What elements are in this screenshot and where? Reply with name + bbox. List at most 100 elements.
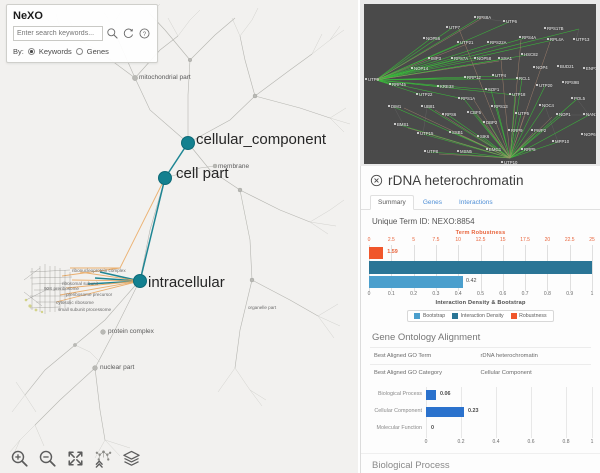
ontology-tree-panel[interactable]: cellular_component cell part intracellul… — [0, 0, 358, 473]
gene-node[interactable] — [388, 105, 390, 107]
gene-node[interactable] — [498, 57, 500, 59]
robustness-legend: Bootstrap Interaction Density Robustness — [407, 310, 554, 322]
tree-node-intracellular[interactable] — [133, 274, 147, 288]
robustness-plot-area: 1.59 0.42 — [369, 245, 593, 291]
bottom-tick: 0.5 — [477, 291, 484, 297]
gene-node[interactable] — [503, 20, 505, 22]
unique-term-id: Unique Term ID: NEXO:8854 — [372, 217, 475, 226]
gene-node[interactable] — [491, 105, 493, 107]
gene-node[interactable] — [485, 88, 487, 90]
gene-node[interactable] — [446, 26, 448, 28]
gene-node[interactable] — [581, 133, 583, 135]
search-input[interactable] — [13, 26, 103, 41]
go-value-molecular-function: 0 — [431, 425, 434, 431]
gene-node[interactable] — [519, 36, 521, 38]
gene-node[interactable] — [557, 65, 559, 67]
top-tick: 22.5 — [564, 237, 575, 243]
collapse-icon[interactable] — [94, 449, 113, 468]
zoom-out-icon[interactable] — [38, 449, 57, 468]
tree-node-cellular-component[interactable] — [181, 136, 195, 150]
gene-node[interactable] — [516, 77, 518, 79]
gene-node[interactable] — [509, 93, 511, 95]
gene-node[interactable] — [562, 81, 564, 83]
gene-node[interactable] — [474, 57, 476, 59]
gene-node[interactable] — [428, 57, 430, 59]
gene-node[interactable] — [533, 66, 535, 68]
bar-robustness-value: 1.59 — [387, 249, 398, 255]
gene-node[interactable] — [457, 150, 459, 152]
gene-node[interactable] — [474, 16, 476, 18]
gene-network-panel[interactable]: UTP9 RPS8A UTP6 UTP7 RPS17B NOP56 UTP21 RPS22A R… — [360, 0, 600, 166]
gene-node[interactable] — [571, 97, 573, 99]
gene-node[interactable] — [547, 38, 549, 40]
gene-node[interactable] — [437, 85, 439, 87]
gene-node[interactable] — [477, 135, 479, 137]
gene-node[interactable] — [424, 150, 426, 152]
gene-node[interactable] — [556, 113, 558, 115]
gene-node[interactable] — [573, 38, 575, 40]
zoom-in-icon[interactable] — [10, 449, 29, 468]
gene-node[interactable] — [464, 76, 466, 78]
tree-node-cell-part[interactable] — [158, 171, 172, 185]
gene-node[interactable] — [583, 67, 585, 69]
gene-node[interactable] — [531, 129, 533, 131]
gene-node[interactable] — [521, 148, 523, 150]
gene-node[interactable] — [449, 131, 451, 133]
tab-genes[interactable]: Genes — [422, 199, 442, 206]
layers-icon[interactable] — [122, 449, 141, 468]
gene-node[interactable] — [467, 111, 469, 113]
gene-node[interactable] — [394, 123, 396, 125]
legend-swatch-robustness — [510, 313, 517, 319]
search-icon[interactable] — [106, 27, 119, 40]
gene-node[interactable] — [515, 112, 517, 114]
view-toolbar[interactable] — [0, 443, 358, 473]
gene-node[interactable] — [483, 121, 485, 123]
gene-node[interactable] — [521, 53, 523, 55]
go-value-cellular-component: 0.23 — [468, 408, 479, 414]
gene-node[interactable] — [417, 132, 419, 134]
radio-genes[interactable] — [75, 48, 83, 55]
radio-keywords[interactable] — [27, 48, 35, 55]
close-circle-icon[interactable] — [370, 174, 383, 187]
gene-node[interactable] — [416, 93, 418, 95]
gene-node[interactable] — [536, 84, 538, 86]
gene-node[interactable] — [457, 41, 459, 43]
gene-node[interactable] — [492, 74, 494, 76]
go-alignment-heading: Gene Ontology Alignment — [372, 332, 481, 343]
gene-node[interactable] — [421, 105, 423, 107]
radio-keywords-label[interactable]: Keywords — [38, 47, 72, 56]
detail-tabs[interactable]: Summary Genes Interactions — [361, 190, 600, 210]
gene-node[interactable] — [411, 67, 413, 69]
gene-network-canvas[interactable]: UTP9 RPS8A UTP6 UTP7 RPS17B NOP56 UTP21 RPS22A R… — [364, 4, 596, 164]
gene-node[interactable] — [552, 140, 554, 142]
radio-genes-label[interactable]: Genes — [86, 47, 109, 56]
gene-node[interactable] — [501, 161, 503, 163]
gene-node[interactable] — [458, 97, 460, 99]
gene-node[interactable] — [423, 37, 425, 39]
fit-to-screen-icon[interactable] — [66, 449, 85, 468]
tab-interactions[interactable]: Interactions — [458, 199, 493, 206]
gene-node[interactable] — [583, 113, 585, 115]
gene-node[interactable] — [451, 57, 453, 59]
robustness-chart: Term Robustness 0 2.5 5 7.5 10 12.5 15 1… — [368, 230, 595, 324]
bottom-tick: 0.9 — [566, 291, 574, 297]
legend-item-bootstrap: Bootstrap — [414, 313, 445, 319]
gene-node[interactable] — [486, 148, 488, 150]
gene-node[interactable] — [442, 113, 444, 115]
go-category-chart: Biological Process 0.06 Cellular Compone… — [370, 387, 593, 449]
ontology-tree-canvas[interactable] — [0, 0, 358, 473]
gene-node[interactable] — [487, 41, 489, 43]
reset-icon[interactable] — [122, 27, 135, 40]
top-tick: 15 — [500, 237, 506, 243]
gene-node[interactable] — [539, 104, 541, 106]
help-icon[interactable]: ? — [138, 27, 151, 40]
term-detail-panel[interactable]: rDNA heterochromatin Summary Genes Inter… — [360, 166, 600, 473]
search-panel[interactable]: NeXO ? By: Keywords — [6, 4, 158, 63]
gene-node[interactable] — [508, 129, 510, 131]
gene-node[interactable] — [365, 78, 367, 80]
biological-process-heading: Biological Process — [361, 453, 600, 473]
gene-node[interactable] — [389, 83, 391, 85]
gene-node[interactable] — [544, 27, 546, 29]
go-tick: 0.6 — [527, 439, 535, 445]
tab-summary[interactable]: Summary — [370, 195, 414, 210]
